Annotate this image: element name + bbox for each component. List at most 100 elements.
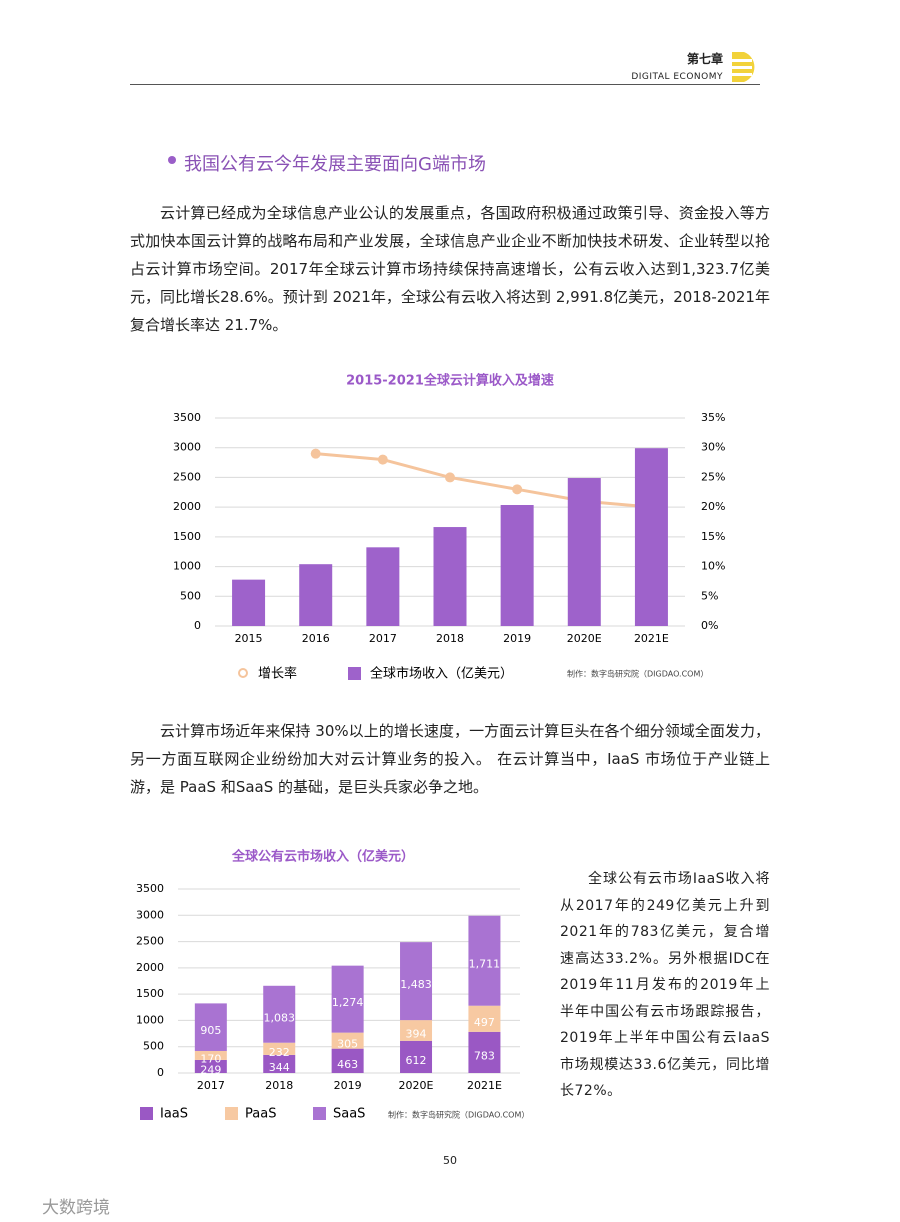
x-tick-label: 2016 (302, 632, 330, 645)
data-label: 1,083 (263, 1011, 295, 1024)
y-tick-label: 3000 (136, 908, 164, 921)
line-point (377, 454, 388, 465)
bar (232, 579, 266, 626)
y-tick-label: 500 (180, 589, 201, 602)
bar-segment (263, 985, 296, 1043)
line-point (310, 448, 321, 459)
data-label: 1,711 (469, 958, 501, 971)
legend-label: 全球市场收入（亿美元） (370, 666, 513, 682)
legend-marker (238, 668, 248, 678)
data-label: 783 (474, 1049, 495, 1062)
watermark: 大数跨境 (42, 1198, 110, 1218)
bar-segment (468, 1005, 501, 1032)
y2-tick-label: 0% (701, 619, 718, 632)
paragraph: 云计算市场近年来保持 30%以上的增长速度，一方面云计算巨头在各个细分领域全面发… (130, 722, 770, 796)
legend-label: SaaS (333, 1107, 365, 1122)
legend-marker (313, 1107, 326, 1120)
source: 制作：数字岛研究院（DIGDAO.COM） (388, 1110, 529, 1120)
x-tick-label: 2017 (369, 632, 397, 645)
bullet (168, 156, 176, 164)
data-label: 249 (200, 1063, 221, 1076)
x-tick-label: 2015 (235, 632, 263, 645)
bar-segment (331, 1032, 364, 1049)
data-label: 1,483 (400, 978, 432, 991)
chapter: 第七章 (686, 52, 723, 66)
bar (433, 527, 467, 626)
chart: 0 500 1000 1500 2000 2500 3000 3500 2015-2021全球云… (173, 373, 725, 682)
bar-segment (263, 1054, 296, 1073)
data-label: 905 (200, 1024, 221, 1037)
data-label: 497 (474, 1016, 495, 1029)
y2-tick-label: 35% (701, 411, 725, 424)
y-tick-label: 500 (143, 1040, 164, 1053)
y-tick-label: 3000 (173, 441, 201, 454)
data-label: 1,274 (332, 996, 364, 1009)
bar-segment (194, 1003, 227, 1051)
bar-segment (468, 1031, 501, 1073)
bar-segment (331, 965, 364, 1033)
y-tick-label: 2000 (136, 961, 164, 974)
y2-tick-label: 5% (701, 589, 718, 602)
header-rule (130, 84, 760, 85)
y2-tick-label: 15% (701, 530, 725, 543)
y-tick-label: 3500 (136, 882, 164, 895)
line (315, 452, 652, 509)
legend-label: 增长率 (258, 666, 297, 682)
x-tick-label: 2020E (567, 632, 602, 645)
x-tick-label: 2019 (503, 632, 531, 645)
bar-segment (400, 942, 433, 1021)
line-point (512, 484, 523, 495)
chart-title: 2015-2021全球云计算收入及增速 (346, 373, 554, 389)
data-label: 394 (406, 1027, 427, 1040)
x-tick-label: 2020E (399, 1079, 434, 1092)
data-label: 232 (269, 1046, 290, 1059)
bar-segment (468, 915, 501, 1006)
chart-title: 全球公有云市场收入（亿美元） (231, 849, 414, 865)
bar (299, 564, 333, 626)
bar-segment (400, 1040, 433, 1073)
y-tick-label: 1500 (136, 987, 164, 1000)
y-tick-label: 0 (157, 1066, 164, 1079)
y2-tick-label: 25% (701, 470, 725, 483)
bar (366, 547, 400, 626)
y-tick-label: 3500 (173, 411, 201, 424)
bar-segment (194, 1059, 227, 1073)
y2-tick-label: 30% (701, 441, 725, 454)
legend-marker (225, 1107, 238, 1120)
header-subtitle: DIGITAL ECONOMY (631, 72, 723, 82)
data-label: 305 (337, 1038, 358, 1051)
legend-label: PaaS (245, 1107, 276, 1122)
y-tick-label: 2000 (173, 500, 201, 513)
x-tick-label: 2017 (197, 1079, 225, 1092)
side-text: 全球公有云市场IaaS收入将从2017年的249亿美元上升到2021年的783亿… (560, 871, 770, 1099)
y2-tick-label: 10% (701, 560, 725, 573)
legend-marker (348, 667, 361, 680)
line-point (445, 472, 455, 483)
x-tick-label: 2021E (634, 632, 669, 645)
page-number: 50 (443, 1154, 457, 1167)
y-tick-label: 1000 (173, 560, 201, 573)
x-tick-label: 2021E (467, 1079, 502, 1092)
bar-segment (331, 1048, 364, 1073)
y-tick-label: 1500 (173, 530, 201, 543)
legend-marker (140, 1107, 153, 1120)
bar (634, 448, 668, 626)
data-label: 344 (269, 1061, 290, 1074)
bar-segment (194, 1050, 227, 1060)
source: 制作：数字岛研究院（DIGDAO.COM） (567, 669, 708, 679)
x-tick-label: 2018 (436, 632, 464, 645)
y-tick-label: 2500 (136, 935, 164, 948)
logo (730, 52, 755, 82)
paragraph: 云计算已经成为全球信息产业公认的发展重点，各国政府积极通过政策引导、资金投入等方… (130, 204, 770, 334)
x-tick-label: 2018 (265, 1079, 293, 1092)
y-tick-label: 0 (194, 619, 201, 632)
bar-segment (400, 1020, 433, 1041)
bar (500, 505, 534, 626)
chart: 0 500 1000 1500 2000 2500 3000 3500 全球公有云市场收入（亿美… (136, 849, 529, 1122)
y-tick-label: 1000 (136, 1013, 164, 1026)
bar-segment (263, 1042, 296, 1055)
data-label: 170 (200, 1052, 221, 1065)
bar (567, 478, 601, 626)
y2-tick-label: 20% (701, 500, 725, 513)
